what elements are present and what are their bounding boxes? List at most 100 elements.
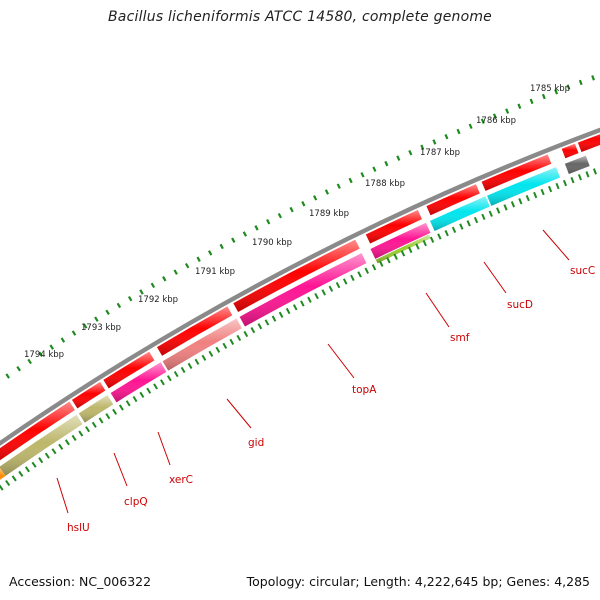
inner-tick xyxy=(215,346,221,353)
gene-block-smf xyxy=(370,222,431,259)
ruler-tick xyxy=(16,366,21,372)
inner-tick xyxy=(379,260,384,267)
ruler-tick xyxy=(591,75,595,81)
label-leader-clpQ xyxy=(113,452,128,487)
label-leader-sucC xyxy=(542,229,570,261)
gene-block-misc xyxy=(0,468,6,480)
inner-tick xyxy=(24,466,30,473)
ruler-tick xyxy=(5,373,10,379)
gene-label-smf: smf xyxy=(450,332,470,344)
ruler-tick xyxy=(529,98,534,105)
inner-tick xyxy=(139,391,145,398)
inner-tick xyxy=(350,274,355,282)
gene-block-sucC xyxy=(487,167,561,206)
ruler-tick xyxy=(444,133,449,140)
kbp-label: 1785 kbp xyxy=(530,84,570,94)
gene-block-misc xyxy=(375,234,431,264)
ruler-tick xyxy=(480,118,485,124)
gene-block-red xyxy=(426,184,480,216)
inner-tick xyxy=(342,278,348,285)
inner-tick xyxy=(201,354,207,361)
ruler-tick xyxy=(173,269,178,275)
inner-tick xyxy=(132,395,138,403)
inner-tick xyxy=(292,304,298,311)
ruler-tick xyxy=(468,123,473,130)
inner-tick xyxy=(510,201,516,208)
ruler-tick xyxy=(324,189,330,195)
ruler-tick xyxy=(219,243,224,250)
inner-tick xyxy=(38,457,44,464)
inner-tick xyxy=(562,179,568,187)
kbp-label: 1786 kbp xyxy=(476,116,516,126)
inner-tick xyxy=(58,443,64,450)
gene-labels: hslU clpQ xerC gid topA smf sucD sucC xyxy=(56,229,595,534)
ruler-tick xyxy=(184,262,190,269)
ruler-tick xyxy=(492,113,497,119)
inner-tick xyxy=(473,216,479,224)
inner-tick xyxy=(481,213,486,221)
gene-block-red xyxy=(156,306,233,356)
ruler-tick xyxy=(116,302,122,309)
inner-tick xyxy=(570,176,575,184)
accession-text: Accession: NC_006322 xyxy=(9,574,152,589)
ruler-tick xyxy=(456,128,461,135)
inner-tick xyxy=(5,479,11,487)
gene-block-misc xyxy=(564,155,590,175)
ruler-tick xyxy=(348,177,353,184)
kbp-label: 1793 kbp xyxy=(81,323,121,333)
map-title: Bacillus licheniformis ATCC 14580, compl… xyxy=(108,9,492,25)
gene-block-hslU xyxy=(0,414,83,476)
label-leader-smf xyxy=(425,292,450,328)
inner-tick xyxy=(357,271,362,278)
inner-tick xyxy=(229,338,235,345)
ruler-tick xyxy=(566,84,571,90)
inner-tick xyxy=(540,188,545,196)
ruler-tick xyxy=(313,195,318,201)
inner-tick xyxy=(118,404,124,411)
inner-tick xyxy=(278,311,284,318)
ruler-tick xyxy=(196,256,201,262)
label-leader-xerC xyxy=(157,431,171,466)
ruler-tick xyxy=(432,139,437,145)
inner-tick xyxy=(264,319,270,326)
inner-tick xyxy=(173,370,179,378)
gene-label-sucD: sucD xyxy=(507,299,533,311)
inner-tick xyxy=(64,439,70,446)
inner-tick xyxy=(466,220,471,227)
inner-tick xyxy=(328,285,334,292)
ruler-tick xyxy=(336,183,341,189)
ruler-tick xyxy=(517,103,522,109)
inner-tick xyxy=(577,174,582,181)
inner-tick xyxy=(496,207,501,214)
ruler-tick xyxy=(541,93,546,100)
inner-tick xyxy=(364,267,369,274)
inner-tick xyxy=(393,253,398,260)
inner-tick xyxy=(257,323,263,330)
ruler-tick xyxy=(82,323,88,329)
inner-tick xyxy=(85,426,91,433)
ruler-tick xyxy=(207,250,213,256)
inner-tick xyxy=(307,296,312,303)
inner-tick xyxy=(71,434,77,441)
inner-tick xyxy=(78,430,84,437)
ruler-tick xyxy=(277,212,282,219)
inner-tick xyxy=(153,383,158,390)
ruler-tick xyxy=(372,166,377,172)
inner-tick xyxy=(51,448,57,455)
inner-tick xyxy=(335,281,341,289)
inner-tick xyxy=(146,387,152,394)
inner-tick xyxy=(105,413,111,420)
ruler-tick xyxy=(139,289,144,295)
inner-tick xyxy=(236,334,242,342)
inner-tick xyxy=(548,185,553,193)
ruler-tick xyxy=(505,108,510,114)
gene-label-hslU: hslU xyxy=(67,522,90,534)
inner-tick xyxy=(314,292,319,300)
inner-tick xyxy=(160,379,165,386)
kbp-label: 1789 kbp xyxy=(309,209,349,219)
ruler-tick xyxy=(360,172,365,178)
inner-tick xyxy=(585,171,590,178)
inner-tick xyxy=(11,475,17,482)
gene-label-sucC: sucC xyxy=(570,265,595,277)
